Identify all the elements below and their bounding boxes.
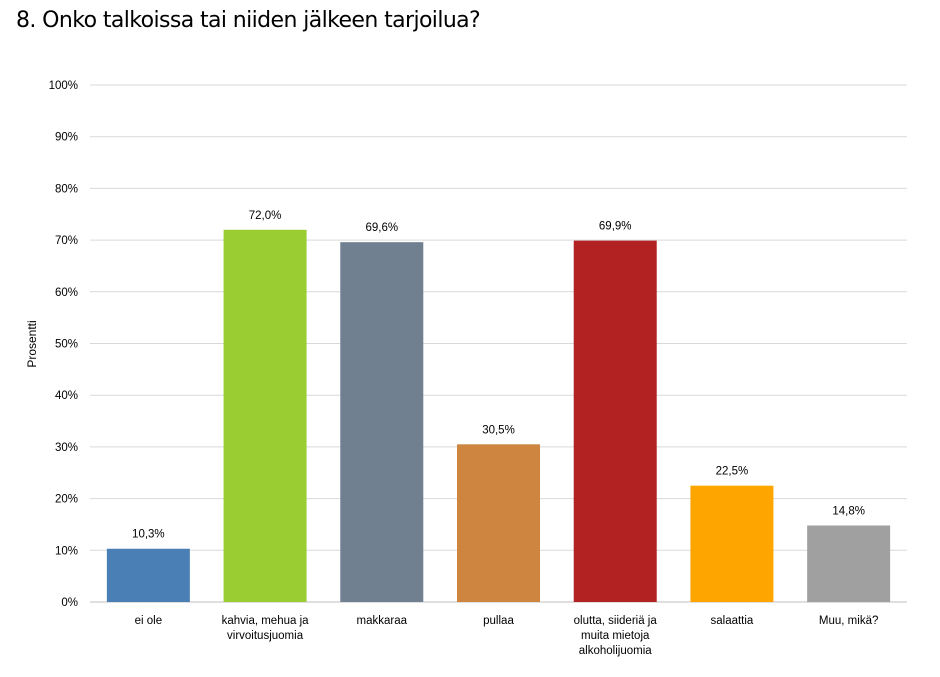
bar (807, 525, 891, 602)
y-tick-label: 20% (55, 494, 78, 506)
bar (573, 240, 657, 602)
y-tick-label: 50% (55, 339, 78, 351)
data-labels: 10,3% 72,0% 69,6% 30,5% 69,9% 22,5% 14,8% (132, 210, 865, 541)
x-tick-label: Muu, mikä? (819, 615, 878, 627)
data-label: 30,5% (482, 424, 515, 436)
y-tick-label: 0% (61, 597, 78, 609)
x-tick-label: makkaraa (357, 615, 408, 627)
y-tick-label: 60% (55, 287, 78, 299)
data-label: 69,9% (599, 221, 632, 233)
y-tick-label: 70% (55, 235, 78, 247)
data-label: 72,0% (249, 210, 282, 222)
data-label: 14,8% (832, 505, 865, 517)
bar (106, 548, 190, 602)
y-tick-label: 90% (55, 132, 78, 144)
y-tick-label: 100% (49, 80, 78, 92)
bar (340, 242, 424, 602)
x-tick-label: olutta, siideriä ja muita mietoja alkoholi… (574, 615, 658, 657)
data-label: 22,5% (716, 466, 749, 478)
x-tick-label: kahvia, mehua ja virvoitusjuomia (222, 615, 310, 642)
y-axis-ticks: 0% 10% 20% 30% 40% 50% 60% 70% 80% 90% 100% (49, 80, 78, 609)
data-label: 69,6% (365, 222, 398, 234)
y-tick-label: 40% (55, 390, 78, 402)
bar (223, 229, 307, 602)
y-tick-label: 30% (55, 442, 78, 454)
y-axis-label: Prosentti (25, 320, 39, 367)
x-tick-label: salaattia (711, 615, 754, 627)
x-tick-label: ei ole (135, 615, 163, 627)
data-label: 10,3% (132, 529, 165, 541)
bar (690, 485, 774, 602)
chart-title: 8. Onko talkoissa tai niiden jälkeen tar… (16, 8, 481, 33)
x-tick-label: pullaa (483, 615, 514, 627)
x-axis-ticks: ei ole kahvia, mehua ja virvoitusjuomia mak… (135, 615, 879, 657)
bars (106, 229, 891, 602)
y-tick-label: 10% (55, 545, 78, 557)
y-tick-label: 80% (55, 183, 78, 195)
bar (457, 444, 540, 602)
